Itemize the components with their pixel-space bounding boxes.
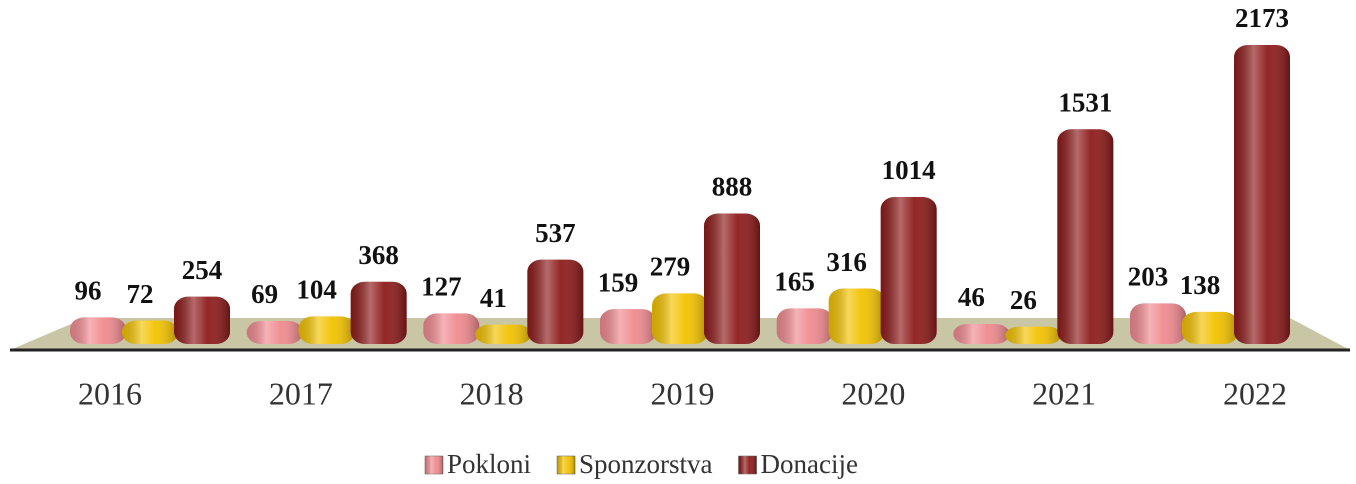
- bar-gloss: [600, 309, 656, 344]
- x-tick-label: 2022: [1223, 375, 1287, 411]
- data-label: 159: [598, 267, 639, 297]
- data-label: 72: [127, 279, 154, 309]
- bar-gloss: [828, 288, 885, 344]
- data-label: 96: [75, 276, 102, 306]
- data-label: 26: [1010, 285, 1037, 315]
- data-label: 46: [958, 282, 985, 312]
- bar-gloss: [246, 320, 303, 344]
- bar-gloss: [174, 296, 230, 344]
- bar-gloss: [1057, 129, 1114, 344]
- data-label: 127: [421, 272, 462, 302]
- legend-label: Sponzorstva: [579, 449, 713, 479]
- bar-gloss: [527, 259, 584, 344]
- bar-gloss: [350, 281, 407, 344]
- bar-gloss: [298, 316, 355, 344]
- x-tick-label: 2016: [78, 375, 142, 411]
- legend-swatch-gloss: [557, 456, 576, 474]
- data-label: 368: [358, 240, 399, 270]
- bar-gloss: [70, 317, 126, 344]
- bar-gloss: [776, 308, 833, 344]
- data-label: 104: [296, 275, 337, 305]
- data-label: 203: [1128, 262, 1169, 292]
- data-label: 138: [1180, 270, 1221, 300]
- bar-gloss: [953, 323, 1010, 344]
- bar-gloss: [1182, 311, 1238, 344]
- legend: Pokloni Sponzorstva Donacije: [424, 449, 858, 479]
- bar-gloss: [704, 213, 760, 344]
- data-label: 1531: [1058, 87, 1112, 117]
- x-tick-label: 2017: [269, 375, 333, 411]
- x-tick-label: 2018: [460, 375, 524, 411]
- bar-gloss: [1130, 303, 1186, 344]
- bars: 96 72 254 69 104 368 127 41 537 159 279 888 165 316 10…: [70, 3, 1290, 344]
- legend-swatch-gloss: [738, 456, 757, 474]
- data-label: 1014: [882, 155, 936, 185]
- bar-gloss: [475, 324, 532, 344]
- x-tick-label: 2021: [1032, 375, 1096, 411]
- x-tick-label: 2020: [841, 375, 905, 411]
- data-label: 888: [712, 172, 753, 202]
- data-label: 279: [650, 252, 691, 282]
- data-label: 165: [774, 267, 815, 297]
- legend-label: Pokloni: [447, 449, 531, 479]
- bar-gloss: [1234, 45, 1290, 344]
- x-tick-label: 2019: [651, 375, 715, 411]
- data-label: 537: [535, 218, 576, 248]
- data-label: 316: [826, 247, 867, 277]
- bar-gloss: [880, 197, 937, 344]
- data-label: 69: [251, 279, 278, 309]
- bar-gloss: [652, 293, 708, 344]
- bar-gloss: [1005, 326, 1062, 344]
- bar-gloss: [423, 313, 480, 344]
- legend-label: Donacije: [761, 449, 858, 479]
- bar-gloss: [122, 320, 178, 344]
- legend-swatch-gloss: [425, 456, 443, 474]
- data-label: 2173: [1235, 3, 1289, 33]
- data-label: 41: [480, 283, 507, 313]
- data-label: 254: [182, 255, 223, 285]
